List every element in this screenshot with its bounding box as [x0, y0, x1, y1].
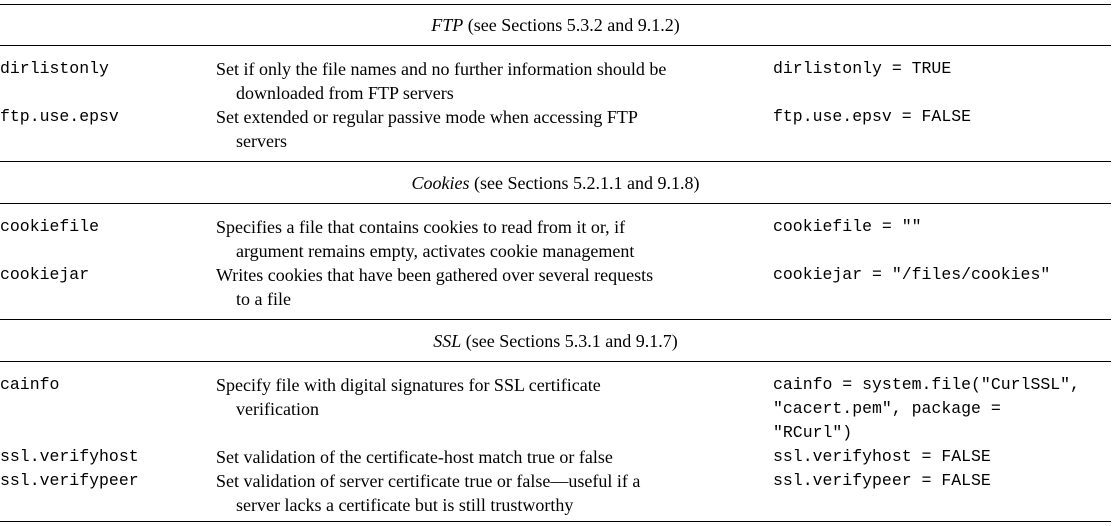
option-name: cookiefile — [0, 217, 100, 236]
example-line: ssl.verifyhost = FALSE — [773, 447, 991, 466]
option-description: Writes cookies that have been gathered o… — [216, 263, 736, 311]
option-description: Specifies a file that contains cookies t… — [216, 215, 736, 263]
example-line: cookiejar = "/files/cookies" — [773, 265, 1051, 284]
option-name: ftp.use.epsv — [0, 107, 119, 126]
example-line: ssl.verifypeer = FALSE — [773, 471, 991, 490]
option-name: cookiejar — [0, 265, 90, 284]
description-line: Set validation of server certificate tru… — [216, 471, 641, 491]
section-ref: (see Sections 5.3.1 and 9.1.7) — [465, 331, 678, 351]
description-line: Set if only the file names and no furthe… — [216, 59, 667, 79]
description-line: Set validation of the certificate-host m… — [216, 447, 613, 467]
description-line: Writes cookies that have been gathered o… — [216, 265, 654, 285]
description-line: argument remains empty, activates cookie… — [236, 241, 635, 261]
option-description: Set extended or regular passive mode whe… — [216, 105, 736, 153]
example-line: "cacert.pem", package = — [773, 399, 1001, 418]
section-name: Cookies — [411, 173, 470, 193]
option-description: Set if only the file names and no furthe… — [216, 57, 736, 105]
example-line: dirlistonly = TRUE — [773, 59, 952, 78]
description-line: Set extended or regular passive mode whe… — [216, 107, 638, 127]
section-top-rule — [0, 4, 1111, 5]
option-name: cainfo — [0, 375, 60, 394]
example-line: ftp.use.epsv = FALSE — [773, 107, 972, 126]
option-example: ssl.verifypeer = FALSE — [773, 469, 1111, 493]
section-heading-cookies: Cookies (see Sections 5.2.1.1 and 9.1.8) — [0, 171, 1111, 195]
description-line: Specifies a file that contains cookies t… — [216, 217, 626, 237]
option-name: ssl.verifyhost — [0, 447, 139, 466]
section-header-rule — [0, 361, 1111, 362]
section-header-rule — [0, 45, 1111, 46]
option-example: cookiejar = "/files/cookies" — [773, 263, 1111, 287]
section-name: FTP — [431, 15, 464, 35]
option-example: ssl.verifyhost = FALSE — [773, 445, 1111, 469]
section-heading-ftp: FTP (see Sections 5.3.2 and 9.1.2) — [0, 13, 1111, 37]
option-name: ssl.verifypeer — [0, 471, 139, 490]
option-description: Specify file with digital signatures for… — [216, 373, 736, 421]
description-line: Specify file with digital signatures for… — [216, 375, 601, 395]
section-ref: (see Sections 5.3.2 and 9.1.2) — [467, 15, 680, 35]
section-top-rule — [0, 319, 1111, 320]
example-line: cookiefile = "" — [773, 217, 922, 236]
section-heading-ssl: SSL (see Sections 5.3.1 and 9.1.7) — [0, 329, 1111, 353]
section-header-rule — [0, 203, 1111, 204]
description-line: verification — [236, 399, 319, 419]
description-line: to a file — [236, 289, 291, 309]
example-line: "RCurl") — [773, 423, 853, 442]
description-line: downloaded from FTP servers — [236, 83, 454, 103]
description-line: server lacks a certificate but is still … — [236, 495, 574, 515]
section-ref: (see Sections 5.2.1.1 and 9.1.8) — [474, 173, 700, 193]
option-description: Set validation of server certificate tru… — [216, 469, 736, 517]
option-name: dirlistonly — [0, 59, 109, 78]
option-example: cainfo = system.file("CurlSSL", "cacert.… — [773, 373, 1111, 445]
section-name: SSL — [433, 331, 462, 351]
example-line: cainfo = system.file("CurlSSL", — [773, 375, 1080, 394]
option-example: ftp.use.epsv = FALSE — [773, 105, 1111, 129]
description-line: servers — [236, 131, 287, 151]
section-top-rule — [0, 161, 1111, 162]
option-example: dirlistonly = TRUE — [773, 57, 1111, 81]
option-description: Set validation of the certificate-host m… — [216, 445, 736, 469]
option-example: cookiefile = "" — [773, 215, 1111, 239]
table-bottom-rule — [0, 521, 1111, 522]
